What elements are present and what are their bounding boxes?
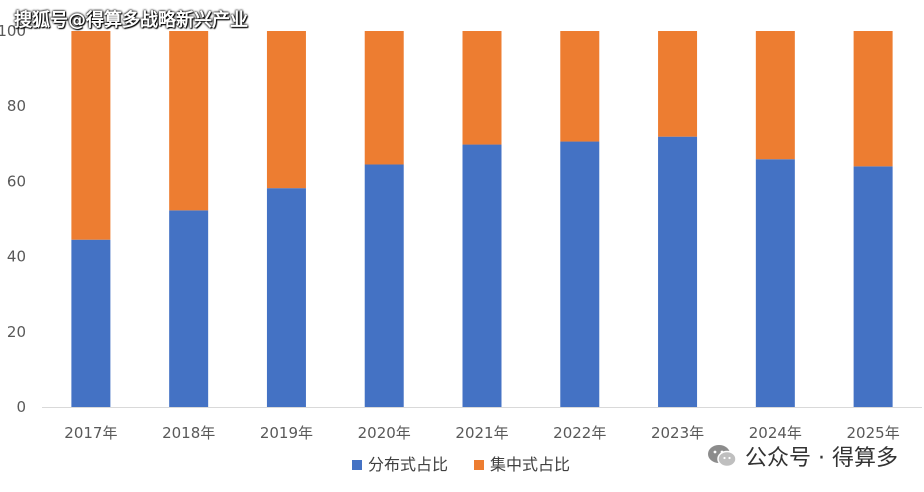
- bar-centralized: [71, 31, 111, 240]
- y-tick-label: 0: [16, 398, 26, 416]
- x-axis-ticks: 2017年 2018年 2019年 2020年 2021年 2022年 2023年 2024年…: [64, 424, 899, 442]
- x-tick-label: 2022年: [553, 424, 606, 442]
- y-tick-label: 80: [7, 97, 26, 115]
- bar-centralized: [658, 31, 698, 137]
- legend-swatch: [474, 460, 484, 470]
- bar-distributed: [560, 141, 600, 407]
- watermark-top: 搜狐号@得算多战略新兴产业: [14, 10, 248, 31]
- x-tick-label: 2020年: [358, 424, 411, 442]
- bar-distributed: [462, 144, 502, 407]
- bars: [71, 31, 893, 407]
- bar-distributed: [658, 136, 698, 407]
- bar-centralized: [462, 31, 502, 145]
- x-tick-label: 2024年: [749, 424, 802, 442]
- bar-distributed: [266, 188, 306, 407]
- watermark-bottom-text: 公众号 · 得算多: [745, 446, 898, 471]
- y-tick-label: 20: [7, 323, 26, 341]
- bar-distributed: [364, 164, 404, 407]
- y-tick-label: 60: [7, 172, 26, 190]
- x-tick-label: 2021年: [455, 424, 508, 442]
- bar-centralized: [853, 31, 893, 167]
- bar-centralized: [364, 31, 404, 165]
- wechat-icon: [708, 445, 737, 468]
- bar-distributed: [755, 159, 795, 407]
- x-tick-label: 2023年: [651, 424, 704, 442]
- watermark-bottom: 公众号 · 得算多: [707, 440, 898, 472]
- bar-distributed: [71, 239, 111, 407]
- bar-centralized: [266, 31, 306, 189]
- bar-distributed: [853, 166, 893, 407]
- bar-centralized: [169, 31, 209, 211]
- y-tick-label: 100: [0, 22, 26, 40]
- x-tick-label: 2025年: [847, 424, 900, 442]
- legend-label: 集中式占比: [490, 455, 570, 474]
- x-tick-label: 2019年: [260, 424, 313, 442]
- x-tick-label: 2018年: [162, 424, 215, 442]
- legend-label: 分布式占比: [368, 455, 448, 474]
- legend-swatch: [352, 460, 362, 470]
- y-tick-label: 40: [7, 248, 26, 266]
- bar-centralized: [755, 31, 795, 160]
- x-tick-label: 2017年: [64, 424, 117, 442]
- y-axis-ticks: 0 20 40 60 80 100: [0, 22, 26, 416]
- bar-centralized: [560, 31, 600, 142]
- bar-distributed: [169, 210, 209, 407]
- legend: 分布式占比 集中式占比: [352, 455, 570, 474]
